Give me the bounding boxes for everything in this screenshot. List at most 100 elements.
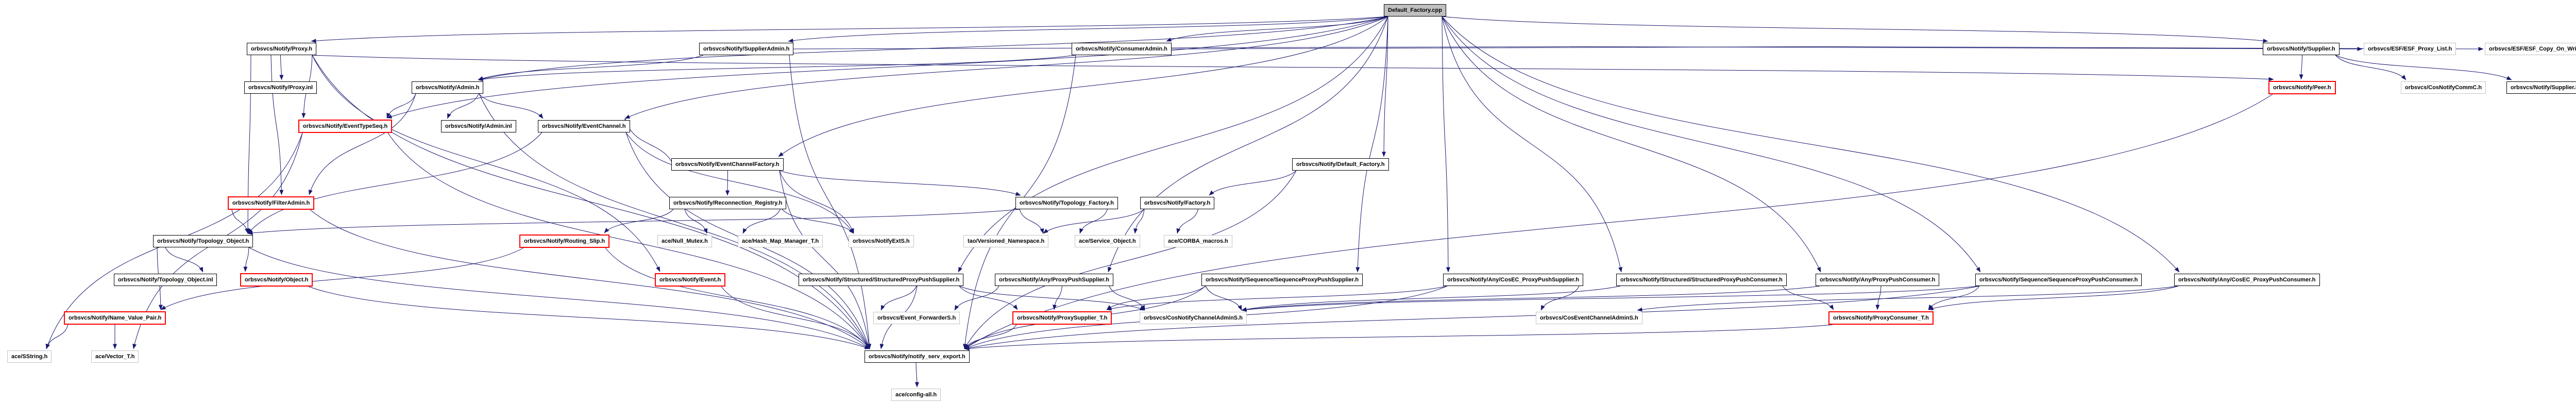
graph-node-orbsvcs-notify-reconnection-registry-h[interactable]: orbsvcs/Notify/Reconnection_Registry.h	[669, 197, 787, 209]
edge-n8-n17	[309, 93, 416, 195]
graph-node-orbsvcs-notify-supplieradmin-h[interactable]: orbsvcs/Notify/SupplierAdmin.h	[699, 43, 794, 55]
edge-n15-n14	[624, 118, 676, 171]
graph-node-ace-sstring-h: ace/SString.h	[7, 350, 52, 363]
graph-node-orbsvcs-notify-proxyconsumer-t-h[interactable]: orbsvcs/Notify/ProxyConsumer_T.h	[1828, 311, 1934, 325]
edge-n14-n21	[247, 132, 543, 234]
edge-n0-n35	[1442, 16, 1450, 273]
graph-node-ace-vector-t-h: ace/Vector_T.h	[91, 350, 139, 363]
graph-node-orbsvcs-notify-any-proxypushconsumer-h[interactable]: orbsvcs/Notify/Any/ProxyPushConsumer.h	[1816, 274, 1940, 286]
graph-node-orbsvcs-event-forwarders-h: orbsvcs/Event_ForwarderS.h	[873, 312, 960, 324]
graph-node-orbsvcs-notify-proxy-inl[interactable]: orbsvcs/Notify/Proxy.inl	[244, 81, 317, 94]
edge-n1-n9	[312, 55, 2274, 81]
graph-node-orbsvcs-notify-eventchannel-h[interactable]: orbsvcs/Notify/EventChannel.h	[538, 120, 630, 132]
edge-n0-n16	[1382, 16, 1388, 157]
edge-n33-n43	[1109, 286, 1145, 311]
edge-n45-n48	[964, 324, 1833, 351]
edge-n39-n45	[1928, 286, 2179, 310]
graph-node-orbsvcs-esf-esf-proxy-list-h: orbsvcs/ESF/ESF_Proxy_List.h	[2364, 43, 2456, 55]
edge-n0-n2	[788, 16, 1388, 43]
edge-n8-n12	[386, 93, 416, 119]
graph-node-orbsvcs-notify-factory-h[interactable]: orbsvcs/Notify/Factory.h	[1140, 197, 1215, 209]
graph-node-orbsvcs-notifyexts-h: orbsvcs/NotifyExtS.h	[849, 235, 914, 247]
graph-node-orbsvcs-notify-default-factory-h[interactable]: orbsvcs/Notify/Default_Factory.h	[1292, 158, 1389, 171]
edge-n22-n40	[160, 247, 524, 310]
edge-n34-n43	[1205, 286, 1242, 311]
graph-node-orbsvcs-notify-notify-serv-export-h[interactable]: orbsvcs/Notify/notify_serv_export.h	[865, 350, 970, 363]
edge-n0-n37	[1442, 16, 1821, 273]
edge-n15-n18	[725, 170, 730, 196]
graph-node-orbsvcs-notify-supplier-h[interactable]: orbsvcs/Notify/Supplier.h	[2263, 43, 2340, 55]
graph-node-orbsvcs-notify-structured-structuredproxypushconsumer-h[interactable]: orbsvcs/Notify/Structured/StructuredProx…	[1616, 274, 1787, 286]
edge-n12-n48	[387, 132, 870, 349]
edge-n0-n8	[478, 16, 1388, 81]
graph-node-tao-versioned-namespace-h: tao/Versioned_Namespace.h	[963, 235, 1049, 247]
graph-node-orbsvcs-notify-sequence-sequenceproxypushconsumer-h[interactable]: orbsvcs/Notify/Sequence/SequenceProxyPus…	[1975, 274, 2142, 286]
edge-n16-n20	[1209, 170, 1297, 196]
edge-n20-n26	[1043, 209, 1145, 234]
graph-node-orbsvcs-notify-admin-inl[interactable]: orbsvcs/Notify/Admin.inl	[441, 120, 516, 132]
graph-node-orbsvcs-notify-topology-object-inl[interactable]: orbsvcs/Notify/Topology_Object.inl	[114, 274, 217, 286]
graph-node-orbsvcs-notify-structured-structuredproxypushsupplier-h[interactable]: orbsvcs/Notify/Structured/StructuredProx…	[799, 274, 964, 286]
edge-n20-n27	[1133, 209, 1145, 234]
graph-node-orbsvcs-notify-eventchannelfactory-h[interactable]: orbsvcs/Notify/EventChannelFactory.h	[671, 158, 784, 171]
graph-node-orbsvcs-notify-eventtypeseq-h[interactable]: orbsvcs/Notify/EventTypeSeq.h	[298, 120, 393, 133]
edge-n18-n24	[742, 209, 781, 234]
edge-n0-n15	[778, 16, 1388, 157]
edge-n0-n34	[1355, 16, 1388, 273]
edge-n4-n11	[2335, 55, 2512, 80]
edge-n0-n14	[624, 16, 1388, 119]
graph-node-orbsvcs-notify-peer-h[interactable]: orbsvcs/Notify/Peer.h	[2268, 81, 2336, 94]
graph-node-orbsvcs-cosnotifycommc-h: orbsvcs/CosNotifyCommC.h	[2401, 81, 2486, 94]
graph-node-orbsvcs-notify-any-cosec-proxypushsupplier-h[interactable]: orbsvcs/Notify/Any/CosEC_ProxyPushSuppli…	[1443, 274, 1584, 286]
graph-node-orbsvcs-notify-consumeradmin-h[interactable]: orbsvcs/Notify/ConsumerAdmin.h	[1072, 43, 1172, 55]
edge-n4-n10	[2335, 55, 2406, 80]
edge-n0-n12	[386, 16, 1388, 119]
edge-n8-n13	[447, 93, 479, 119]
graph-node-orbsvcs-notify-topology-object-h[interactable]: orbsvcs/Notify/Topology_Object.h	[153, 235, 253, 247]
edge-n48-n49	[914, 362, 919, 388]
edge-n19-n21	[247, 209, 1020, 235]
edge-n0-n36	[1442, 16, 1622, 273]
graph-node-orbsvcs-coseventchanneladmins-h: orbsvcs/CosEventChannelAdminS.h	[1536, 312, 1642, 324]
edge-n1-n31	[312, 55, 660, 272]
edge-n32-n43	[959, 286, 1145, 311]
graph-node-orbsvcs-notify-supplier-inl[interactable]: orbsvcs/Notify/Supplier.inl	[2506, 81, 2576, 94]
edge-n2-n48	[789, 55, 872, 349]
graph-node-default-factory-cpp: Default_Factory.cpp	[1384, 4, 1446, 16]
edge-n35-n44	[1540, 286, 1580, 311]
edge-n36-n45	[1782, 286, 1834, 310]
edge-n3-n8	[478, 55, 1076, 81]
edge-n35-n42	[1106, 286, 1448, 311]
graph-node-orbsvcs-notify-topology-factory-h[interactable]: orbsvcs/Notify/Topology_Factory.h	[1015, 197, 1118, 209]
edge-n36-n43	[1241, 286, 1621, 311]
graph-node-orbsvcs-notify-proxy-h[interactable]: orbsvcs/Notify/Proxy.h	[247, 43, 316, 55]
edge-n31-n48	[721, 286, 870, 349]
graph-node-orbsvcs-notify-admin-h[interactable]: orbsvcs/Notify/Admin.h	[412, 81, 484, 94]
edge-n42-n48	[964, 324, 1017, 349]
edge-n38-n48	[964, 286, 1980, 350]
edge-n0-n3	[1166, 16, 1388, 42]
graph-node-orbsvcs-notify-routing-slip-h[interactable]: orbsvcs/Notify/Routing_Slip.h	[519, 234, 610, 248]
graph-node-ace-hash-map-manager-t-h: ace/Hash_Map_Manager_T.h	[738, 235, 823, 247]
graph-node-orbsvcs-notify-name-value-pair-h[interactable]: orbsvcs/Notify/Name_Value_Pair.h	[64, 311, 166, 325]
edge-n33-n42	[1052, 286, 1062, 310]
edge-n14-n25	[625, 132, 854, 234]
edge-n0-n32	[958, 16, 1388, 273]
edge-n4-n9	[2299, 55, 2303, 80]
edge-n39-n44	[1637, 286, 2179, 312]
graph-node-ace-corba-macros-h: ace/CORBA_macros.h	[1164, 235, 1232, 247]
graph-node-orbsvcs-notify-object-h[interactable]: orbsvcs/Notify/Object.h	[240, 273, 313, 287]
edge-n38-n43	[1241, 286, 1980, 312]
graph-node-orbsvcs-notify-filteradmin-h[interactable]: orbsvcs/Notify/FilterAdmin.h	[228, 196, 315, 210]
graph-node-orbsvcs-notify-any-proxypushsupplier-h[interactable]: orbsvcs/Notify/Any/ProxyPushSupplier.h	[995, 274, 1113, 286]
edge-n21-n30	[243, 247, 249, 272]
graph-node-ace-service-object-h: ace/Service_Object.h	[1075, 235, 1140, 247]
graph-node-orbsvcs-notify-any-cosec-proxypushconsumer-h[interactable]: orbsvcs/Notify/Any/CosEC_ProxyPushConsum…	[2174, 274, 2320, 286]
graph-node-orbsvcs-notify-event-h[interactable]: orbsvcs/Notify/Event.h	[655, 273, 726, 287]
edge-n15-n19	[779, 170, 1021, 196]
edge-n0-n38	[1442, 16, 1981, 273]
edge-n17-n48	[310, 209, 870, 349]
graph-node-orbsvcs-notify-proxysupplier-t-h[interactable]: orbsvcs/Notify/ProxySupplier_T.h	[1012, 311, 1112, 325]
edge-n16-n48	[964, 170, 1297, 349]
graph-node-orbsvcs-notify-sequence-sequenceproxypushsupplier-h[interactable]: orbsvcs/Notify/Sequence/SequenceProxyPus…	[1201, 274, 1363, 286]
